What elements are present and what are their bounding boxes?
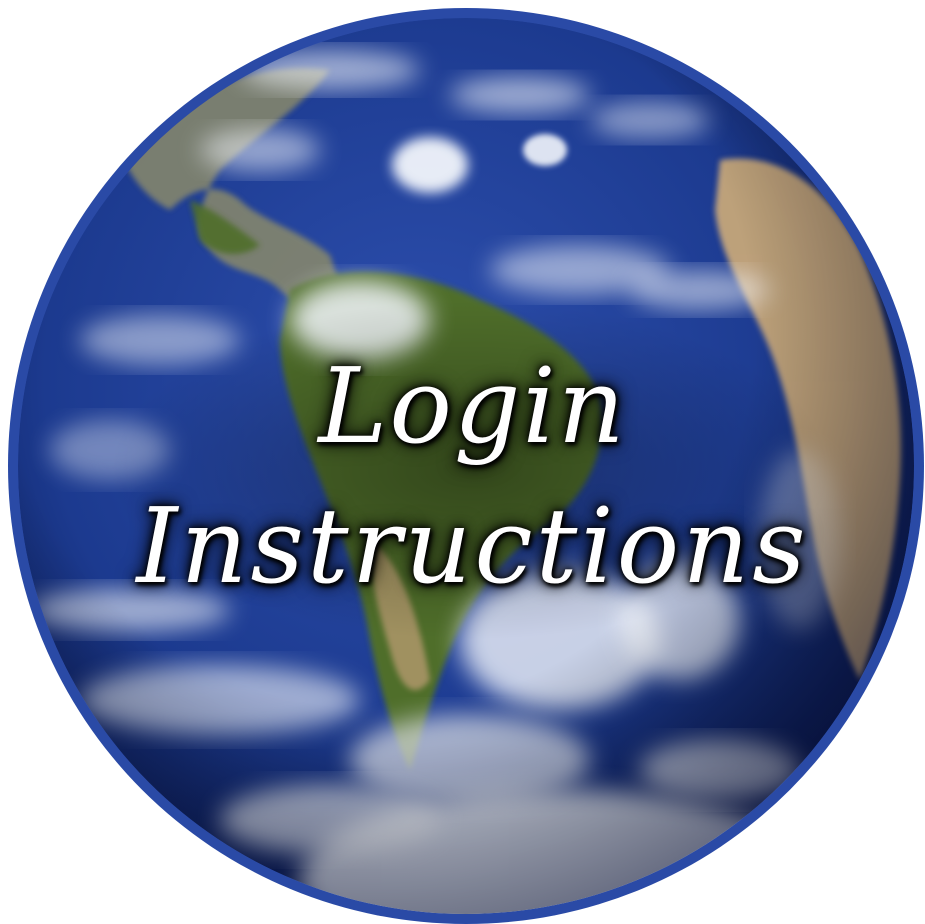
globe-shading <box>18 18 914 914</box>
title-line-instructions[interactable]: Instructions <box>136 485 809 607</box>
title-line-login[interactable]: Login <box>318 345 627 467</box>
